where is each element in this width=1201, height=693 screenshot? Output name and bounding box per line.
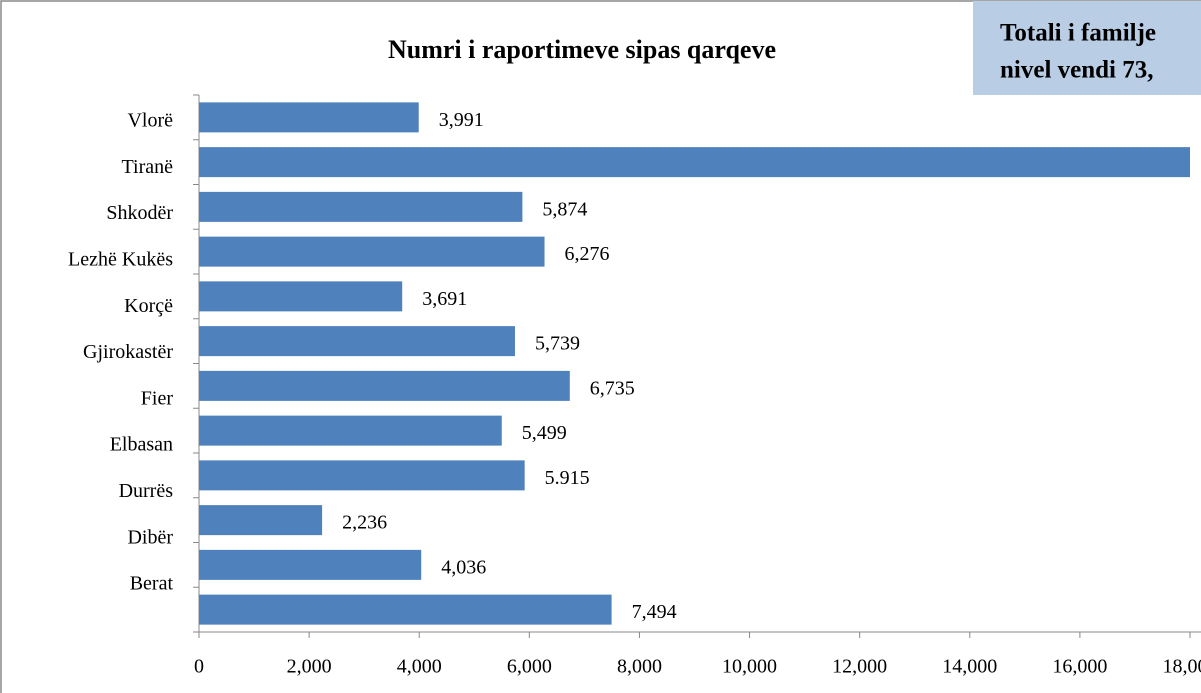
data-label: 3,691: [422, 288, 467, 310]
y-tick-label: Fier: [141, 387, 174, 409]
y-tick-label: Gjirokastër: [83, 341, 173, 363]
y-tick-label: Shkodër: [106, 202, 173, 224]
chart-title: Numri i raportimeve sipas qarqeve: [388, 35, 776, 64]
x-tick-label: 4,000: [397, 656, 442, 678]
data-label: 6,735: [590, 377, 635, 399]
y-tick-label: Berat: [130, 573, 174, 595]
x-tick-label: 0: [194, 656, 204, 678]
bar: [199, 147, 1190, 178]
x-tick-label: 16,000: [1052, 656, 1107, 678]
bar: [199, 102, 419, 133]
annotation: nivel vendi 73,: [1000, 57, 1154, 84]
y-tick-label: Dibër: [127, 526, 173, 548]
data-label: 6,276: [565, 243, 610, 265]
annotation: Totali i familje: [1000, 20, 1156, 47]
x-tick-label: 12,000: [832, 656, 887, 678]
x-tick-label: 2,000: [287, 656, 332, 678]
data-label: 2,236: [342, 512, 387, 534]
data-label: 5,739: [535, 333, 580, 355]
data-label: 5.915: [545, 467, 590, 489]
bar: [199, 370, 570, 401]
x-tick-label: 14,000: [942, 656, 997, 678]
annotation-box: [973, 1, 1201, 95]
bar: [199, 281, 403, 312]
x-tick-label: 6,000: [507, 656, 552, 678]
bar: [199, 236, 545, 267]
bar: [199, 505, 323, 536]
bar: [199, 191, 523, 222]
x-tick-label: 18,000: [1163, 656, 1201, 678]
bar: [199, 594, 612, 625]
y-tick-label: Durrës: [119, 480, 174, 502]
y-tick-label: Vlorë: [127, 110, 173, 132]
y-tick-label: Elbasan: [110, 434, 173, 456]
y-tick-label: Korçë: [124, 295, 173, 317]
bar: [199, 415, 502, 446]
y-tick-label: Lezhë Kukës: [68, 248, 173, 270]
data-label: 3,991: [439, 109, 484, 131]
data-label: 4,036: [441, 556, 486, 578]
data-label: 5,499: [522, 422, 567, 444]
bar: [199, 549, 422, 580]
x-tick-label: 8,000: [617, 656, 662, 678]
data-label: 5,874: [542, 198, 587, 220]
y-tick-label: Tiranë: [122, 156, 174, 178]
bar: [199, 326, 515, 357]
bar: [199, 460, 525, 491]
x-tick-label: 10,000: [722, 656, 777, 678]
data-label: 7,494: [632, 601, 677, 623]
